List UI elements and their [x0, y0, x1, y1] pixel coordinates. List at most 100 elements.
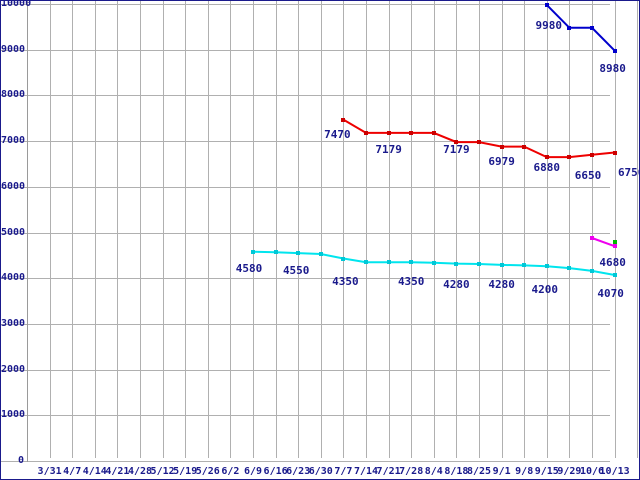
gridline-vertical — [524, 1, 525, 458]
data-value-label: 9980 — [535, 18, 563, 32]
data-point-marker — [409, 260, 414, 265]
x-tick-label: 4/7 — [63, 466, 82, 477]
x-tick-label: 10/6 — [579, 466, 605, 477]
x-tick-label: 3/31 — [37, 466, 62, 477]
gridline-horizontal — [1, 4, 610, 5]
x-tick-label: 9/29 — [557, 466, 582, 477]
x-tick-label: 9/8 — [515, 466, 534, 477]
data-point-marker — [477, 140, 481, 145]
data-point-marker — [296, 251, 301, 256]
gridline-vertical — [208, 1, 209, 458]
gridline-vertical — [117, 1, 118, 458]
x-tick-label: 4/21 — [105, 466, 130, 477]
x-tick-label: 4/28 — [127, 466, 153, 477]
data-point-marker — [499, 144, 504, 149]
data-point-marker — [544, 264, 549, 269]
data-value-label: 6650 — [574, 169, 602, 183]
x-tick-label: 6/23 — [286, 466, 311, 477]
data-point-marker — [612, 48, 617, 53]
gridline-vertical — [276, 1, 277, 458]
data-point-marker — [477, 262, 481, 267]
gridline-vertical — [411, 1, 412, 458]
gridline-vertical — [434, 1, 435, 458]
data-value-label: 4280 — [488, 278, 515, 292]
data-value-label: 4070 — [597, 287, 624, 300]
gridline-horizontal — [1, 461, 610, 462]
gridline-vertical — [95, 1, 96, 458]
data-point-marker — [364, 260, 368, 265]
data-value-label: 4580 — [235, 261, 263, 275]
x-tick-label: 4/14 — [82, 466, 107, 477]
data-point-marker — [273, 250, 278, 255]
data-point-marker — [364, 130, 368, 135]
gridline-horizontal — [1, 324, 610, 325]
y-tick-label: 9000 — [1, 43, 26, 55]
gridline-vertical — [343, 1, 344, 458]
data-value-label: 4680 — [599, 256, 626, 270]
gridline-horizontal — [1, 95, 610, 96]
data-point-marker — [454, 261, 459, 266]
gridline-vertical — [185, 1, 186, 458]
gridline-vertical — [547, 1, 548, 458]
x-tick-label: 7/7 — [334, 466, 353, 477]
data-point-marker — [590, 235, 594, 240]
data-value-label: 8980 — [599, 61, 626, 75]
series-line — [591, 237, 615, 248]
data-point-marker — [341, 117, 346, 122]
data-point-marker — [431, 130, 436, 135]
gridline-horizontal — [1, 50, 610, 51]
gridline-horizontal — [1, 141, 610, 142]
gridline-horizontal — [1, 278, 610, 279]
data-point-marker — [612, 150, 617, 155]
gridline-vertical — [502, 1, 503, 458]
data-point-marker — [612, 273, 617, 277]
x-tick-label: 5/26 — [195, 466, 220, 477]
gridline-vertical — [298, 1, 299, 458]
data-point-marker — [409, 130, 414, 135]
y-tick-label: 10000 — [1, 0, 32, 9]
data-point-marker — [567, 25, 572, 30]
gridline-vertical — [366, 1, 367, 458]
x-tick-label: 6/2 — [221, 466, 240, 477]
data-point-marker — [590, 152, 594, 157]
x-tick-label: 6/16 — [263, 466, 288, 477]
y-tick-label: 2000 — [1, 363, 26, 375]
y-tick-label: 0 — [17, 455, 24, 466]
gridline-vertical — [615, 1, 616, 458]
gridline-horizontal — [1, 233, 610, 234]
y-tick-label: 5000 — [1, 226, 26, 238]
x-tick-label: 7/21 — [376, 466, 401, 477]
data-point-marker — [318, 251, 323, 256]
x-tick-label: 7/28 — [399, 466, 424, 477]
x-tick-label: 5/19 — [173, 466, 198, 477]
data-point-marker — [612, 239, 617, 244]
x-tick-label: 5/12 — [150, 466, 175, 477]
data-value-label: 6979 — [488, 155, 515, 169]
gridline-vertical — [253, 1, 254, 458]
data-value-label: 7179 — [375, 142, 402, 156]
data-point-marker — [341, 256, 346, 261]
x-tick-label: 9/1 — [492, 466, 511, 477]
data-point-marker — [567, 155, 572, 160]
data-point-marker — [590, 25, 594, 30]
gridline-vertical — [637, 1, 638, 458]
data-point-marker — [251, 249, 255, 254]
data-point-marker — [454, 140, 459, 145]
data-point-marker — [590, 268, 594, 273]
x-tick-label: 8/4 — [424, 466, 443, 477]
gridline-vertical — [569, 1, 570, 458]
data-point-marker — [386, 260, 391, 265]
gridline-vertical — [456, 1, 457, 458]
data-value-label: 4350 — [397, 275, 425, 289]
y-tick-label: 8000 — [1, 89, 26, 101]
gridline-horizontal — [1, 370, 610, 371]
gridline-vertical — [163, 1, 164, 458]
x-tick-label: 6/9 — [243, 466, 263, 477]
gridline-vertical — [230, 1, 231, 458]
data-value-label: 6750 — [617, 165, 639, 179]
data-point-marker — [612, 244, 617, 249]
gridline-horizontal — [1, 415, 610, 416]
y-tick-label: 6000 — [1, 180, 26, 192]
y-tick-label: 1000 — [1, 409, 26, 421]
